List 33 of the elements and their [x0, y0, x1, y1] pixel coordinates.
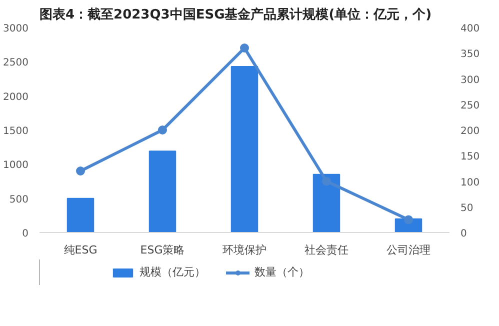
y-tick-label: 1500	[3, 126, 29, 137]
x-tick-label: 纯ESG	[64, 244, 98, 256]
y2-tick-label: 350	[460, 49, 480, 60]
bar	[66, 198, 94, 232]
y2-tick-label: 150	[460, 152, 480, 163]
y2-tick-label: 250	[460, 100, 480, 112]
y-tick-label: 500	[9, 194, 29, 206]
y2-tick-label: 50	[460, 202, 474, 214]
point	[76, 166, 85, 176]
y2-tick-label: 200	[460, 126, 480, 137]
x-tick-label: 公司治理	[386, 244, 430, 256]
x-tick-label: ESG策略	[140, 244, 185, 256]
x-tick-label: 环境保护	[222, 244, 266, 256]
chart-title: 图表4：截至2023Q3中国ESG基金产品累计规模(单位：亿元，个)	[40, 6, 432, 22]
bar	[148, 150, 176, 232]
y2-tick-label: 300	[460, 74, 480, 86]
y-tick-label: 0	[22, 228, 29, 240]
x-tick-label: 社会责任	[304, 244, 348, 256]
y-tick-label: 2500	[3, 58, 29, 69]
point	[404, 215, 413, 224]
legend-label: 规模（亿元）	[139, 264, 206, 280]
point	[158, 126, 167, 134]
y-tick-label: 3000	[3, 24, 29, 34]
point	[322, 176, 331, 186]
bar	[230, 66, 258, 232]
y2-tick-label: 400	[460, 24, 480, 34]
bar	[312, 174, 340, 232]
y-tick-label: 1000	[3, 160, 29, 172]
y2-tick-label: 100	[460, 177, 480, 188]
y-tick-label: 2000	[3, 92, 29, 103]
point	[240, 44, 249, 52]
legend-label: 数量（个）	[254, 264, 310, 280]
y2-tick-label: 0	[460, 228, 467, 240]
